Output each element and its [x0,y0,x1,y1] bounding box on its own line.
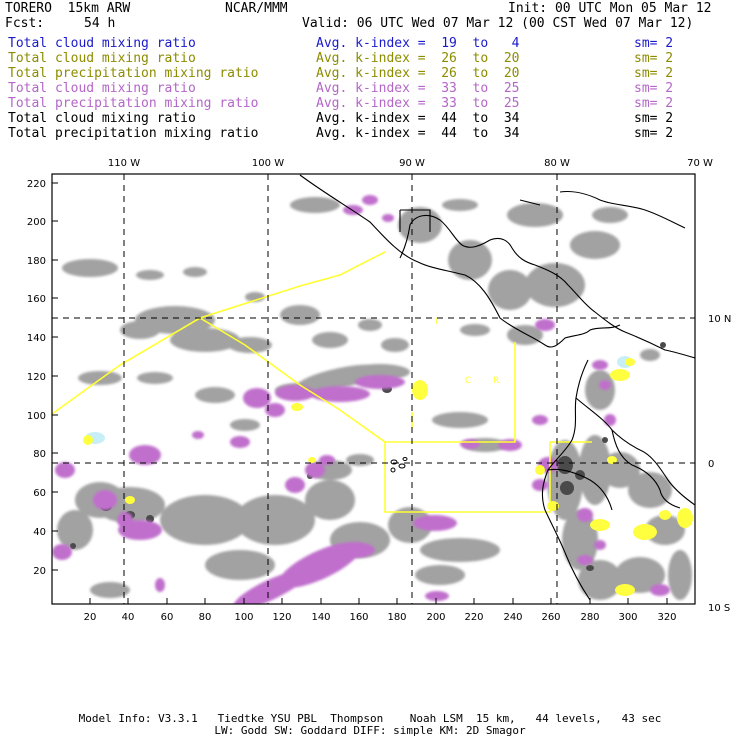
y-tick-label: 120 [27,372,46,383]
region-letters: I C R [435,317,499,386]
latitude-label: 10 N [708,314,731,325]
legend-kindex: Avg. k-index = 44 to 34 [316,126,520,141]
region-label: R [493,376,499,386]
legend-field: Total cloud mixing ratio [8,51,196,66]
x-tick-label: 80 [199,612,212,623]
precipitation-field [52,195,670,604]
latitude-labels: 10 N 0 10 S [708,314,731,614]
longitude-label: 80 W [544,158,570,169]
legend-field: Total precipitation mixing ratio [8,96,259,111]
x-tick-label: 200 [426,612,445,623]
y-tick-label: 60 [33,488,46,499]
x-tick-label: 280 [580,612,599,623]
valid-time: Valid: 06 UTC Wed 07 Mar 12 (00 CST Wed … [302,16,694,31]
legend-row: Total cloud mixing ratio Avg. k-index = … [8,36,728,51]
legend-smoothing: sm= 2 [634,96,674,111]
legend-smoothing: sm= 2 [634,111,674,126]
axis-ticks [52,182,668,604]
y-tick-label: 80 [33,449,46,460]
legend-kindex: Avg. k-index = 33 to 25 [316,96,520,111]
x-tick-label: 40 [122,612,135,623]
legend-smoothing: sm= 2 [634,51,674,66]
x-tick-label: 120 [272,612,291,623]
x-tick-label: 20 [84,612,97,623]
physics-info-line: LW: Godd SW: Goddard DIFF: simple KM: 2D… [214,724,526,737]
legend-field: Total precipitation mixing ratio [8,66,259,81]
legend-row: Total precipitation mixing ratio Avg. k-… [8,126,728,141]
legend-field: Total precipitation mixing ratio [8,126,259,141]
yellow-cloud-field [83,358,693,596]
longitude-label: 90 W [399,158,425,169]
forecast-label: Fcst: [5,16,45,31]
legend-field: Total cloud mixing ratio [8,81,196,96]
legend-row: Total cloud mixing ratio Avg. k-index = … [8,111,728,126]
x-tick-label: 60 [161,612,174,623]
y-tick-label: 20 [33,566,46,577]
region-boundaries [52,251,592,513]
x-tick-label: 100 [234,612,253,623]
legend-row: Total precipitation mixing ratio Avg. k-… [8,66,728,81]
region-label: I [435,317,438,327]
x-tick-label: 220 [464,612,483,623]
legend-smoothing: sm= 2 [634,66,674,81]
legend-row: Total cloud mixing ratio Avg. k-index = … [8,81,728,96]
y-tick-labels: 220 200 180 160 140 120 100 80 60 40 20 [27,179,46,577]
latlon-grid [52,174,695,604]
legend-row: Total precipitation mixing ratio Avg. k-… [8,96,728,111]
legend-kindex: Avg. k-index = 26 to 20 [316,51,520,66]
forecast-hour: 54 h [84,16,116,31]
galapagos-islands [390,457,408,473]
longitude-label: 70 W [687,158,713,169]
cloud-field [57,197,692,600]
legend-smoothing: sm= 2 [634,126,674,141]
legend-row: Total cloud mixing ratio Avg. k-index = … [8,51,728,66]
region-label: C [465,376,471,386]
legend-smoothing: sm= 2 [634,81,674,96]
organization: NCAR/MMM [225,1,288,16]
legend-field: Total cloud mixing ratio [8,36,196,51]
legend-field: Total cloud mixing ratio [8,111,196,126]
x-tick-label: 320 [657,612,676,623]
legend-kindex: Avg. k-index = 44 to 34 [316,111,520,126]
x-tick-labels: 20 40 60 80 100 120 140 160 180 200 220 … [84,612,677,623]
x-tick-label: 180 [387,612,406,623]
y-tick-label: 100 [27,411,46,422]
plot-frame [51,173,696,605]
x-tick-label: 260 [541,612,560,623]
x-tick-label: 140 [311,612,330,623]
y-tick-label: 40 [33,527,46,538]
latitude-label: 0 [708,459,714,470]
legend-kindex: Avg. k-index = 33 to 25 [316,81,520,96]
model-title: TORERO 15km ARW [5,1,131,16]
x-tick-label: 160 [349,612,368,623]
legend-kindex: Avg. k-index = 26 to 20 [316,66,520,81]
longitude-label: 100 W [252,158,284,169]
map-fields: I C R [52,174,695,604]
y-tick-label: 180 [27,256,46,267]
x-tick-label: 300 [618,612,637,623]
y-tick-label: 220 [27,179,46,190]
longitude-label: 110 W [108,158,140,169]
model-info-line: Model Info: V3.3.1 Tiedtke YSU PBL Thomp… [78,712,662,725]
forecast-map: I C R [27,158,731,623]
legend-kindex: Avg. k-index = 19 to 4 [316,36,520,51]
latitude-label: 10 S [708,603,730,614]
y-tick-label: 200 [27,217,46,228]
y-tick-label: 140 [27,333,46,344]
x-tick-label: 240 [503,612,522,623]
legend-smoothing: sm= 2 [634,36,674,51]
init-time: Init: 00 UTC Mon 05 Mar 12 [508,1,712,16]
longitude-labels: 110 W 100 W 90 W 80 W 70 W [108,158,713,169]
y-tick-label: 160 [27,294,46,305]
coastlines [299,174,695,601]
